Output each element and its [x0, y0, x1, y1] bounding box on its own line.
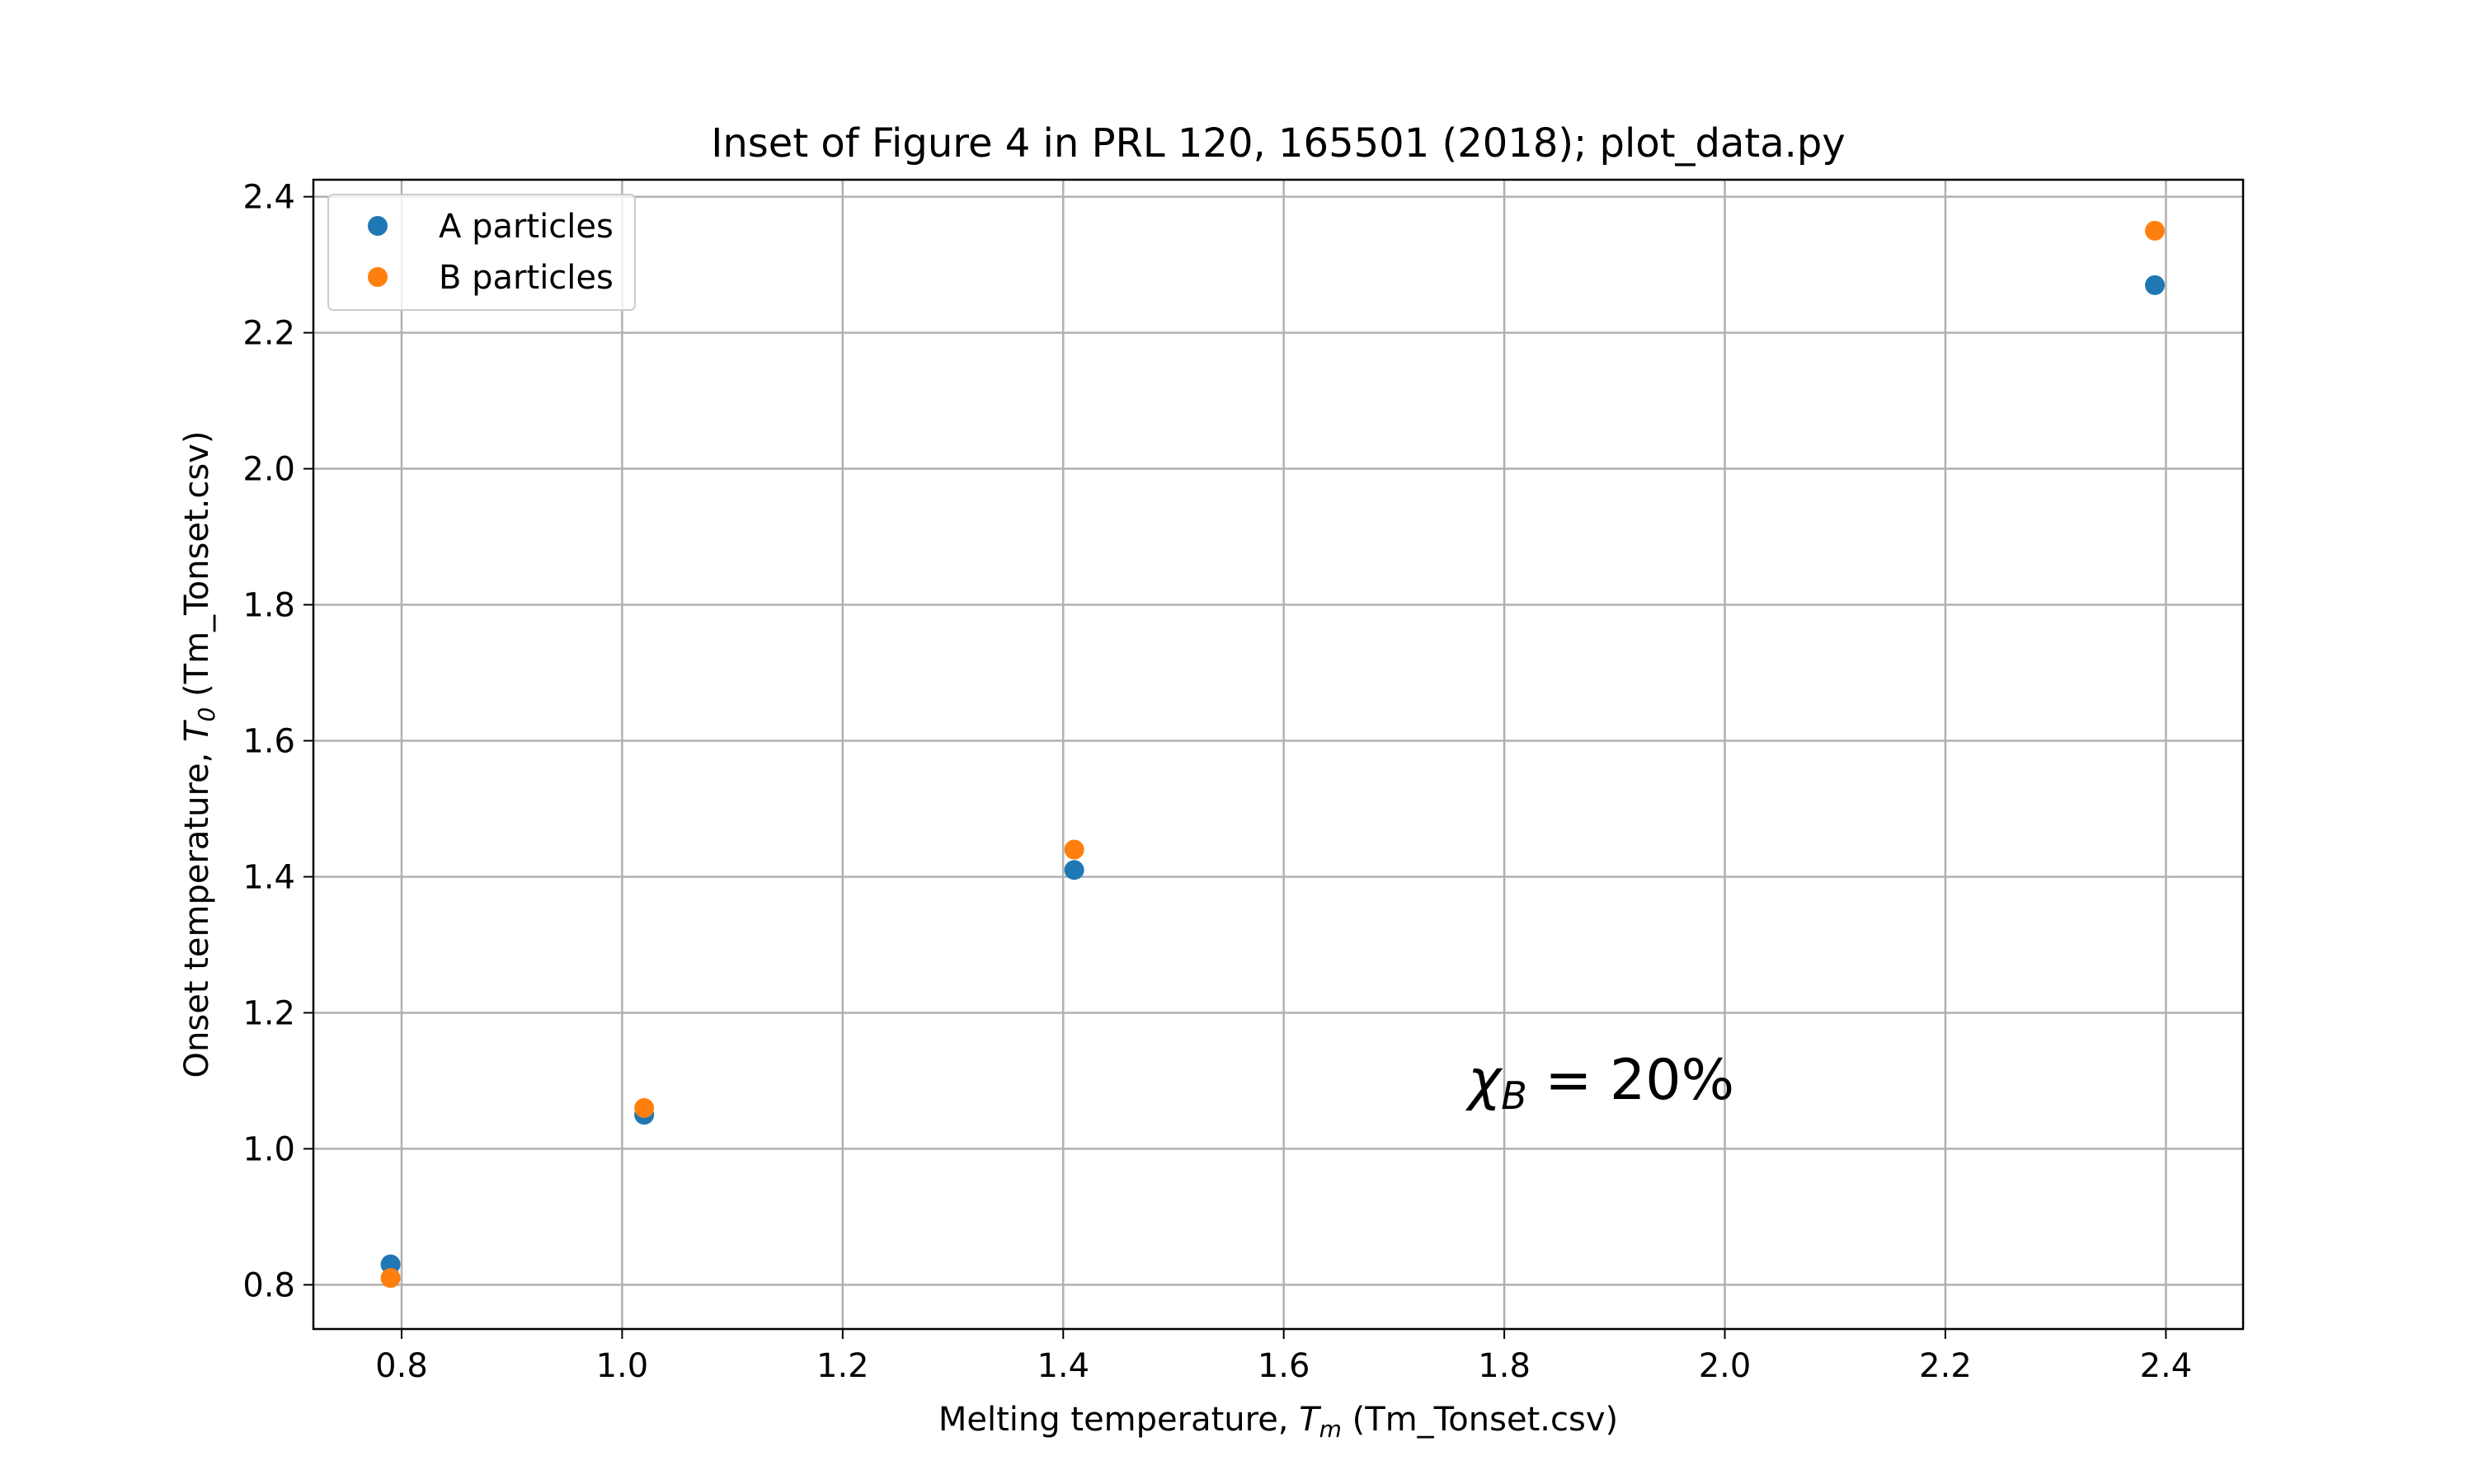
x-tick-label: 1.8 — [1478, 1347, 1531, 1385]
x-tick-label: 1.6 — [1258, 1347, 1310, 1385]
y-tick-label: 1.4 — [242, 858, 295, 896]
series-b-point — [2145, 220, 2166, 241]
series-b-point — [1064, 839, 1084, 860]
y-tick-label: 1.2 — [242, 994, 295, 1032]
series-a-point — [1064, 860, 1084, 881]
x-tick-label: 2.2 — [1919, 1347, 1972, 1385]
x-tick-label: 1.0 — [596, 1347, 649, 1385]
y-axis-label: Onset temperature, T0 (Tm_Tonset.csv) — [178, 431, 220, 1078]
legend-marker — [368, 216, 388, 236]
legend-marker — [368, 267, 388, 287]
x-tick-label: 1.4 — [1037, 1347, 1089, 1385]
x-tick-label: 1.2 — [816, 1347, 869, 1385]
legend: A particles B particles — [327, 194, 636, 311]
data-points — [380, 220, 2166, 1289]
legend-label: B particles — [439, 259, 614, 297]
y-tick-label: 1.0 — [242, 1130, 295, 1168]
x-tick-label: 2.0 — [1699, 1347, 1752, 1385]
series-b-point — [380, 1268, 401, 1289]
series-a-point — [2145, 275, 2166, 295]
chart-title: Inset of Figure 4 in PRL 120, 165501 (20… — [711, 120, 1846, 167]
axis-ticks: 0.8 1.0 1.2 1.4 1.6 1.8 2.0 2.2 2.4 0.8 1.0 1.2 1.4 1… — [242, 179, 2192, 1385]
series-a-point — [380, 1254, 401, 1275]
y-tick-label: 2.2 — [242, 315, 295, 353]
y-tick-label: 1.6 — [242, 723, 295, 761]
legend-label: A particles — [439, 208, 614, 246]
y-tick-label: 0.8 — [242, 1266, 295, 1304]
y-tick-label: 2.0 — [242, 451, 295, 489]
x-axis-label: Melting temperature, Tm (Tm_Tonset.csv) — [938, 1401, 1618, 1443]
y-tick-label: 2.4 — [242, 179, 295, 217]
chi-b-annotation: χB = 20% — [1465, 1048, 1734, 1118]
x-tick-label: 2.4 — [2140, 1347, 2193, 1385]
grid-lines — [313, 180, 2243, 1329]
x-tick-label: 0.8 — [375, 1347, 428, 1385]
legend-box — [327, 194, 636, 311]
y-tick-label: 1.8 — [242, 587, 295, 625]
series-b-point — [634, 1097, 655, 1118]
plot-frame — [312, 178, 2245, 1331]
